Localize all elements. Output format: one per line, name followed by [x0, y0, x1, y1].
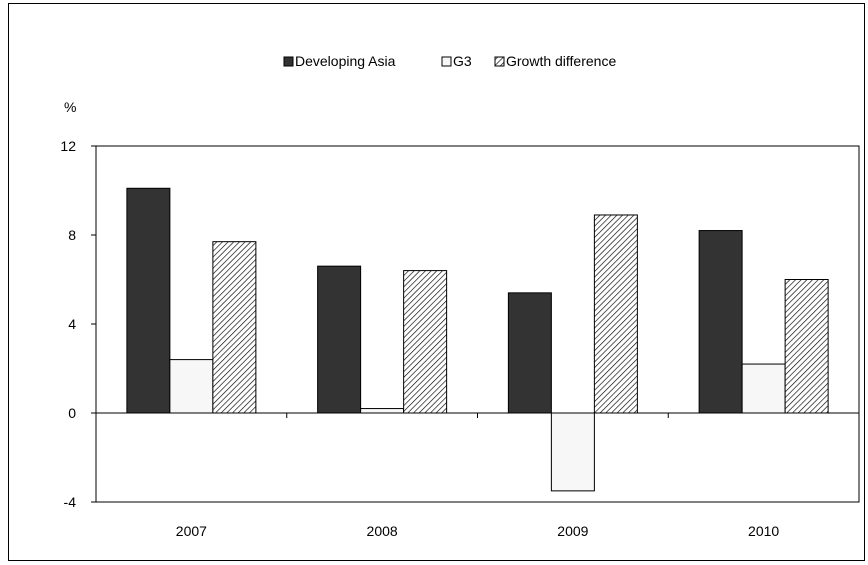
legend-label-developing-asia: Developing Asia [295, 53, 396, 69]
x-axis: 2007 2008 2009 2010 [96, 412, 859, 539]
y-axis: -4 0 4 8 12 [60, 138, 96, 510]
legend-item-g3: G3 [441, 53, 472, 69]
bar-growth-difference [212, 241, 257, 414]
bar-g3 [550, 412, 595, 492]
legend: Developing Asia G3 Growth difference [283, 53, 616, 69]
legend-label-growth-difference: Growth difference [506, 53, 616, 69]
plot-area [95, 145, 860, 503]
bar-g3 [360, 408, 405, 414]
bar-g3 [169, 359, 214, 414]
legend-item-developing-asia: Developing Asia [283, 53, 396, 69]
y-axis-unit: % [64, 99, 76, 115]
x-tick-label: 2010 [748, 523, 779, 539]
bar-developing-asia [698, 230, 743, 414]
bar-growth-difference [784, 279, 829, 414]
y-tick-label: 8 [68, 227, 76, 243]
y-tick-label: 12 [60, 138, 76, 154]
bar-developing-asia [317, 265, 362, 414]
legend-swatch-g3 [441, 56, 452, 67]
y-tick-label: 0 [68, 405, 76, 421]
bar-g3 [741, 363, 786, 414]
bar-developing-asia [507, 292, 552, 414]
x-tick-label: 2007 [176, 523, 207, 539]
bars [126, 187, 829, 492]
bar-developing-asia [126, 187, 171, 414]
bar-growth-difference [593, 214, 638, 414]
y-tick-label: 4 [68, 316, 76, 332]
y-tick-label: -4 [64, 494, 77, 510]
bar-growth-difference [403, 270, 448, 414]
x-tick-label: 2009 [557, 523, 588, 539]
legend-swatch-growth-difference [494, 56, 505, 67]
legend-swatch-developing-asia [283, 56, 294, 67]
legend-label-g3: G3 [453, 53, 472, 69]
x-tick-label: 2008 [367, 523, 398, 539]
legend-item-growth-difference: Growth difference [494, 53, 616, 69]
